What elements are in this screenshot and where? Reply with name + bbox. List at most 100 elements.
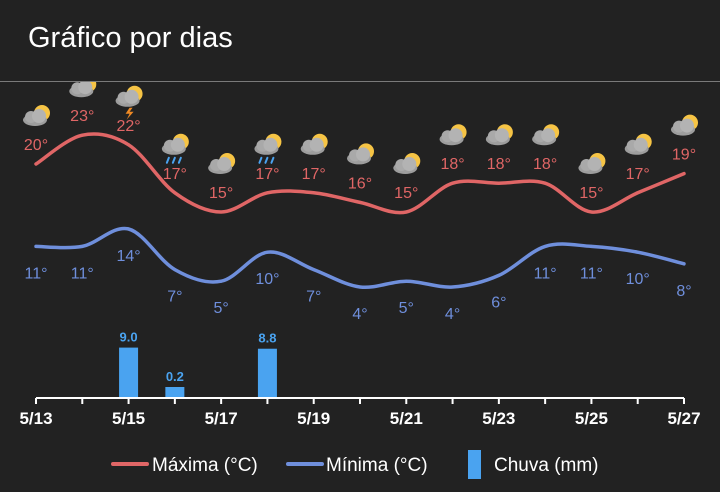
chart-legend: Máxima (°C) Mínima (°C) Chuva (mm) (111, 450, 599, 479)
max-temp-point (636, 191, 640, 195)
page-title: Gráfico por dias (28, 22, 233, 54)
cloud-puff (217, 157, 232, 171)
min-temp-label: 5° (213, 300, 228, 317)
max-temp-label: 22° (116, 118, 140, 135)
partly-cloudy-icon (208, 153, 236, 174)
cloud-puff (309, 137, 324, 152)
max-temp-point (404, 210, 408, 214)
x-tick-label: 5/27 (667, 409, 700, 428)
min-temp-point (589, 244, 593, 248)
raindrop (264, 156, 269, 164)
rain-bar (119, 347, 139, 398)
x-tick-label: 5/19 (297, 409, 330, 428)
partly-cloudy-icon (532, 124, 560, 146)
max-temp-point (173, 191, 177, 195)
max-temp-label: 18° (487, 156, 511, 173)
partly-cloudy-icon (393, 153, 421, 174)
rain-value-label: 0.2 (166, 369, 184, 384)
legend-rain-swatch (468, 450, 481, 479)
x-tick-label: 5/25 (575, 409, 608, 428)
max-temp-label: 17° (255, 166, 279, 183)
max-temp-label: 15° (579, 185, 603, 202)
cloud-puff (494, 128, 509, 143)
thunderstorm-icon (115, 85, 143, 120)
rain-bar (165, 387, 185, 398)
max-temp-label: 19° (672, 147, 696, 164)
max-temp-label: 23° (70, 108, 94, 125)
partly-cloudy-icon (300, 133, 328, 155)
cloud-puff (633, 137, 648, 152)
partly-cloudy-icon (671, 114, 698, 136)
raindrop (258, 156, 263, 164)
min-temp-label: 4° (445, 306, 460, 323)
cloud-puff (78, 82, 93, 95)
max-temp-point (497, 181, 501, 185)
max-temp-point (451, 181, 455, 185)
legend-max-label: Máxima (°C) (152, 455, 258, 476)
partly-cloudy-icon (69, 82, 97, 98)
min-temp-point (127, 227, 131, 231)
cloud-puff (32, 109, 46, 123)
max-temp-point (34, 162, 38, 166)
min-temp-point (173, 268, 177, 272)
min-temp-label: 14° (116, 248, 140, 265)
min-temp-label: 4° (352, 306, 367, 323)
min-temp-label: 7° (306, 289, 321, 306)
cloud-puff (356, 147, 370, 162)
partly-cloudy-icon (23, 105, 50, 126)
min-temp-point (404, 279, 408, 283)
min-temp-point (451, 285, 455, 289)
raindrop (270, 156, 275, 164)
min-temp-point (265, 250, 269, 254)
min-temp-point (636, 250, 640, 254)
cloud-puff (680, 118, 694, 133)
legend-min-label: Mínima (°C) (326, 455, 428, 476)
max-temp-point (682, 172, 686, 176)
max-temp-point (80, 133, 84, 137)
x-tick-label: 5/21 (390, 409, 423, 428)
min-temp-label: 10° (626, 271, 650, 288)
min-temp-point (682, 262, 686, 266)
raindrop (171, 156, 176, 164)
min-temp-point (34, 244, 38, 248)
min-temp-point (543, 244, 547, 248)
rain-value-label: 9.0 (120, 330, 138, 345)
max-temp-point (265, 191, 269, 195)
cloud-puff (448, 128, 463, 143)
min-temp-label: 7° (167, 289, 182, 306)
rain-value-label: 8.8 (258, 331, 276, 346)
cloud-puff (402, 157, 417, 171)
x-tick-label: 5/23 (482, 409, 515, 428)
min-temp-label: 6° (491, 294, 506, 311)
min-temp-label: 5° (399, 300, 414, 317)
max-temp-point (589, 210, 593, 214)
min-temp-point (497, 273, 501, 277)
cloud-puff (263, 137, 278, 152)
min-temp-label: 11° (71, 265, 94, 282)
min-temp-label: 10° (255, 271, 279, 288)
cloud-puff (541, 128, 556, 143)
max-temp-label: 17° (163, 166, 187, 183)
lightning-bolt (125, 107, 134, 120)
max-temp-label: 15° (394, 185, 418, 202)
max-temp-label: 16° (348, 175, 372, 192)
partly-cloudy-icon (624, 133, 652, 155)
partly-cloudy-icon (439, 124, 467, 146)
max-temp-point (312, 191, 316, 195)
max-temp-label: 20° (24, 137, 48, 154)
max-temp-label: 18° (533, 156, 557, 173)
max-temp-point (543, 181, 547, 185)
cloud-puff (170, 137, 185, 152)
x-tick-label: 5/15 (112, 409, 145, 428)
max-temp-label: 17° (302, 166, 326, 183)
x-tick-label: 5/13 (19, 409, 52, 428)
max-temp-label: 17° (626, 166, 650, 183)
min-temp-label: 11° (580, 265, 603, 282)
max-temp-label: 15° (209, 185, 233, 202)
min-temp-point (358, 285, 362, 289)
min-temp-label: 8° (676, 283, 691, 300)
min-temp-label: 11° (534, 265, 557, 282)
rain-bar (257, 348, 277, 398)
partly-cloudy-icon (347, 143, 374, 165)
raindrop (165, 156, 170, 164)
